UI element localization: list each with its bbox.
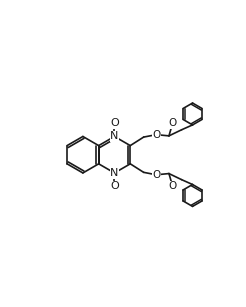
- Text: O: O: [152, 170, 160, 180]
- Text: O: O: [169, 181, 177, 191]
- Text: O: O: [152, 130, 160, 140]
- Text: N: N: [110, 131, 119, 142]
- Text: O: O: [110, 181, 119, 191]
- Text: O: O: [169, 118, 177, 128]
- Text: O: O: [110, 118, 119, 128]
- Text: N: N: [110, 168, 119, 178]
